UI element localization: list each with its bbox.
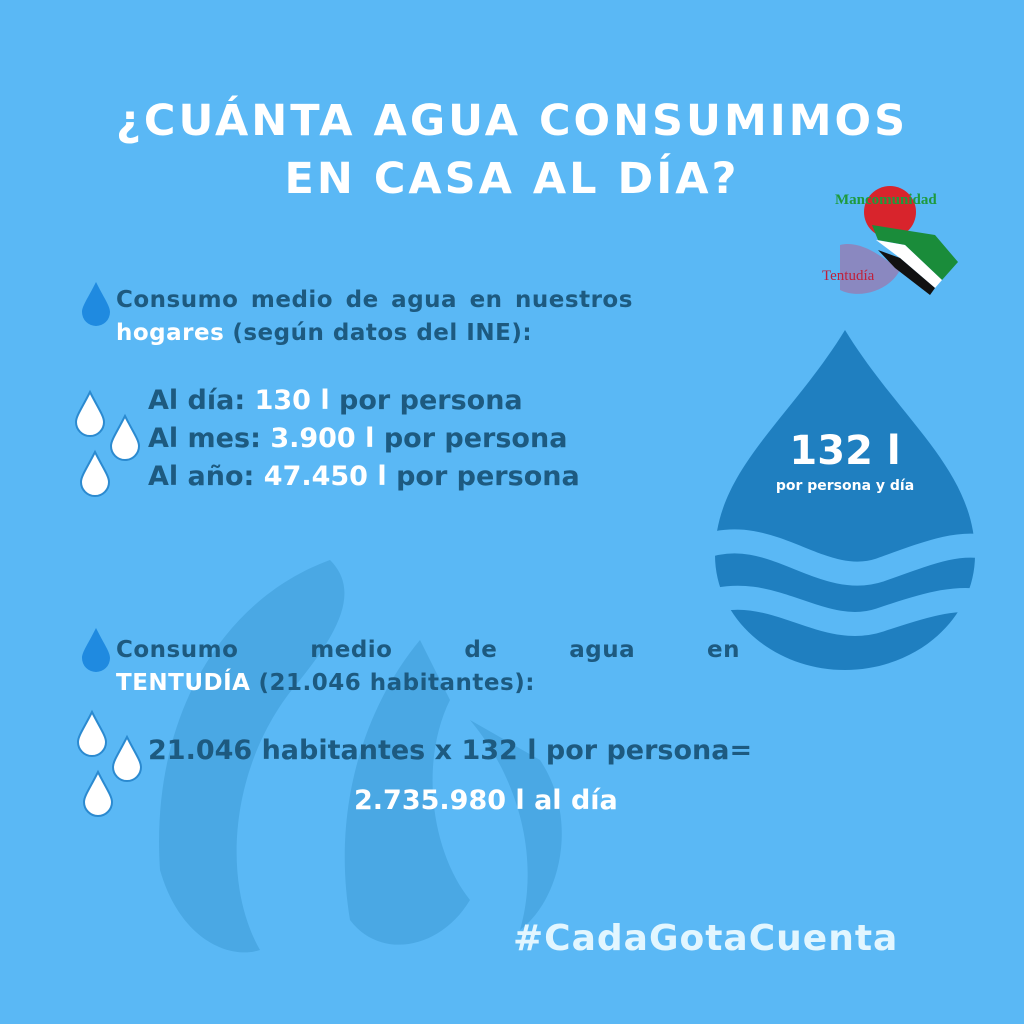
logo-text: Tentudía: [822, 268, 875, 284]
households-items: Al día: 130 l por persona Al mes: 3.900 l po…: [148, 382, 580, 496]
logo-graphic: [840, 186, 958, 295]
logo-text: Mancomunidad: [835, 192, 937, 208]
result: 2.735.980 l al día: [354, 785, 618, 816]
title: ¿CUÁNTA AGUA CONSUMIMOS EN CASA AL DÍA?: [0, 92, 1024, 208]
drop-value: 132 l: [789, 428, 901, 474]
tentudia-intro: Consumo medio de agua en TENTUDÍA (21.046…: [116, 634, 740, 700]
small-drops: [74, 389, 143, 817]
bullet-drops: [82, 282, 110, 672]
hashtag: #CadaGotaCuenta: [513, 918, 899, 959]
intro-line: (21.046 habitantes):: [258, 670, 535, 696]
households-intro: Consumo medio de agua en nuestros hogare…: [116, 284, 633, 350]
drop-caption: por persona y día: [775, 478, 915, 494]
item-label: Al mes:: [148, 423, 261, 454]
formula: 21.046 habitantes x 132 l por persona=: [148, 735, 753, 766]
item-amount: 3.900 l: [270, 423, 375, 454]
item-amount: 47.450 l: [263, 461, 387, 492]
item-rest: por persona: [339, 385, 523, 416]
title-line: ¿CUÁNTA AGUA CONSUMIMOS: [115, 96, 909, 146]
item-amount: 130 l: [254, 385, 330, 416]
intro-line: (según datos del INE):: [232, 320, 533, 346]
background-splash: [159, 560, 562, 953]
item: Al mes: 3.900 l por persona: [148, 420, 580, 458]
highlight: TENTUDÍA: [116, 670, 251, 696]
item: Al día: 130 l por persona: [148, 382, 580, 420]
drop-waves: [695, 529, 994, 636]
intro-line: Consumo medio de agua en nuestros: [116, 287, 633, 313]
title-line: EN CASA AL DÍA?: [284, 154, 740, 204]
item-label: Al año:: [148, 461, 255, 492]
big-drop: [715, 330, 975, 670]
highlight: hogares: [116, 320, 225, 346]
item-rest: por persona: [396, 461, 580, 492]
item: Al año: 47.450 l por persona: [148, 458, 580, 496]
item-rest: por persona: [383, 423, 568, 454]
intro-line: Consumo medio de agua en: [116, 637, 740, 663]
item-label: Al día:: [148, 385, 246, 416]
